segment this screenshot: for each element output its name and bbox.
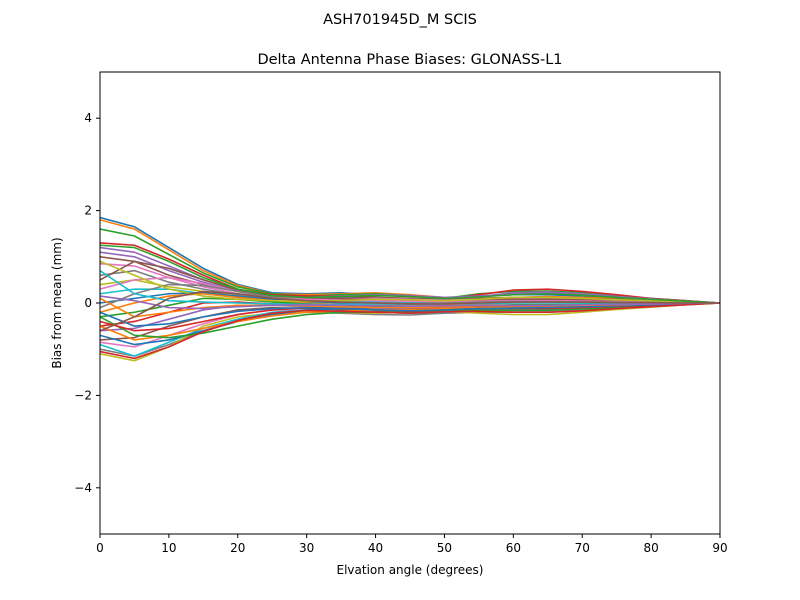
series-line xyxy=(100,219,720,304)
y-tick-label: 0 xyxy=(84,296,92,310)
series-line xyxy=(100,251,720,304)
y-axis-ticks: −4 −2 0 2 4 xyxy=(74,111,100,495)
x-tick-label: 30 xyxy=(299,541,314,555)
series-line xyxy=(100,302,720,327)
x-tick-label: 10 xyxy=(161,541,176,555)
x-tick-label: 80 xyxy=(643,541,658,555)
series-line xyxy=(100,302,720,360)
chart-title: Delta Antenna Phase Biases: GLONASS-L1 xyxy=(257,52,562,68)
x-axis-ticks: 0 10 20 30 40 50 60 70 80 90 xyxy=(96,534,728,555)
x-axis-label: Elvation angle (degrees) xyxy=(337,563,484,577)
x-tick-label: 70 xyxy=(575,541,590,555)
x-tick-label: 90 xyxy=(712,541,727,555)
series-line xyxy=(100,244,720,304)
x-tick-label: 50 xyxy=(437,541,452,555)
y-tick-label: 2 xyxy=(84,204,92,218)
y-axis-label: Bias from mean (mm) xyxy=(50,237,64,368)
series-layer xyxy=(100,216,720,362)
x-tick-label: 60 xyxy=(506,541,521,555)
series-line xyxy=(100,290,720,332)
y-tick-label: −2 xyxy=(74,388,92,402)
series-line xyxy=(100,302,720,339)
x-tick-label: 20 xyxy=(230,541,245,555)
series-line xyxy=(100,260,720,304)
y-tick-label: 4 xyxy=(84,111,92,125)
y-tick-label: −4 xyxy=(74,481,92,495)
x-tick-label: 0 xyxy=(96,541,104,555)
series-line xyxy=(100,295,720,310)
chart-suptitle: ASH701945D_M SCIS xyxy=(323,12,477,28)
x-tick-label: 40 xyxy=(368,541,383,555)
